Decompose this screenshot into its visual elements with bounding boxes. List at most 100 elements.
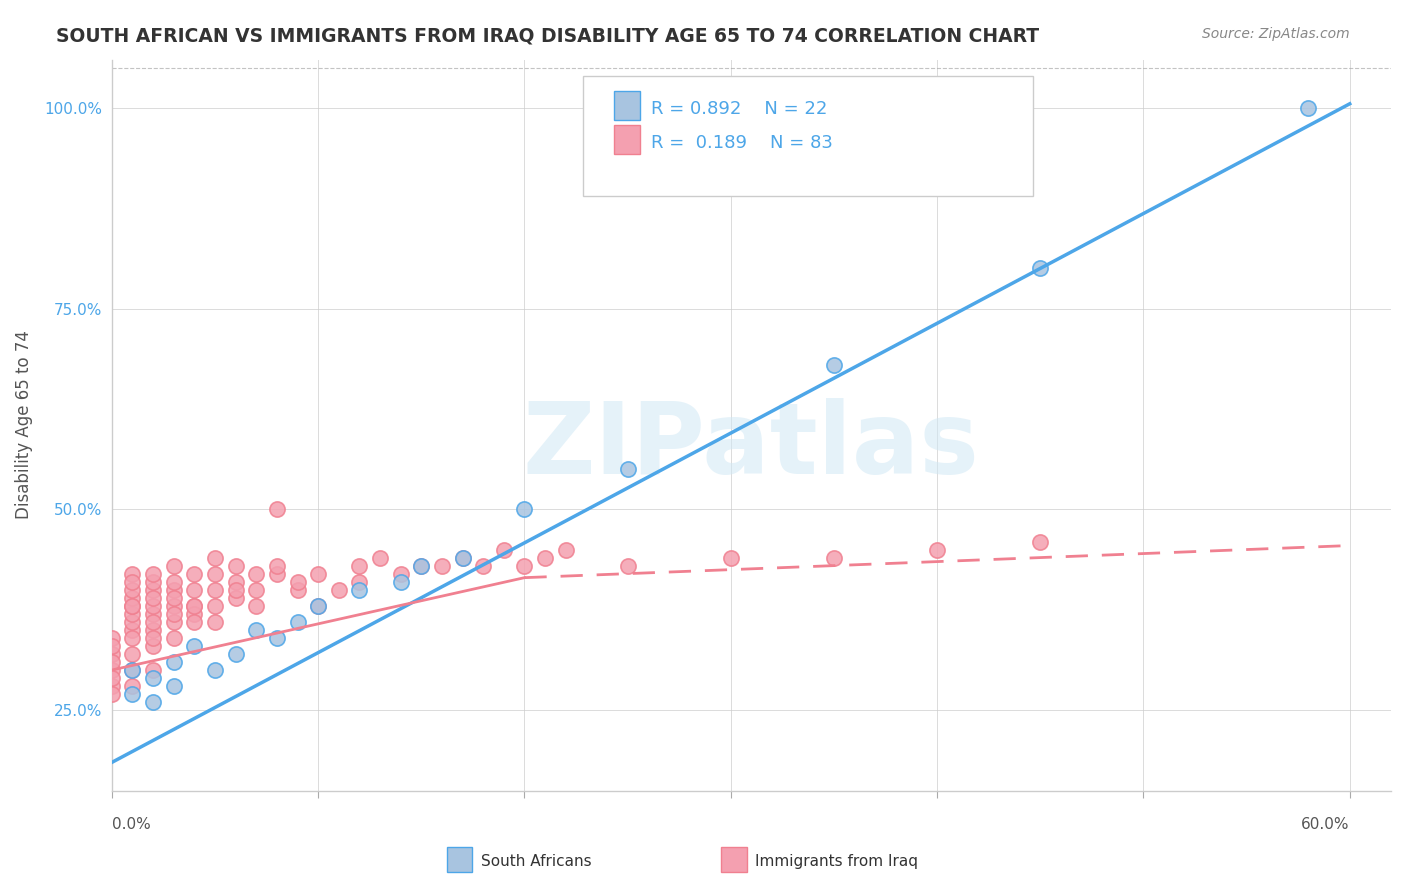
Point xyxy=(121,687,143,701)
Point xyxy=(142,582,165,597)
Point xyxy=(121,623,143,637)
Point xyxy=(204,599,226,613)
Point xyxy=(163,599,186,613)
Point xyxy=(163,631,186,645)
Point xyxy=(451,550,474,565)
Point xyxy=(554,542,576,557)
Y-axis label: Disability Age 65 to 74: Disability Age 65 to 74 xyxy=(15,331,32,519)
Point xyxy=(163,591,186,605)
Point xyxy=(204,582,226,597)
Point xyxy=(183,582,205,597)
Point xyxy=(121,574,143,589)
Point xyxy=(1029,534,1052,549)
Point xyxy=(492,542,515,557)
Point xyxy=(1298,101,1320,115)
Text: SOUTH AFRICAN VS IMMIGRANTS FROM IRAQ DISABILITY AGE 65 TO 74 CORRELATION CHART: SOUTH AFRICAN VS IMMIGRANTS FROM IRAQ DI… xyxy=(56,27,1039,45)
Point xyxy=(101,639,124,653)
Point xyxy=(163,607,186,621)
Point xyxy=(204,663,226,677)
Point xyxy=(101,687,124,701)
Point xyxy=(534,550,557,565)
Text: 0.0%: 0.0% xyxy=(112,817,150,832)
Point xyxy=(121,591,143,605)
Point xyxy=(142,607,165,621)
Point xyxy=(101,631,124,645)
Point xyxy=(225,574,247,589)
Point xyxy=(823,358,845,372)
Point xyxy=(142,631,165,645)
Point xyxy=(183,607,205,621)
Point xyxy=(287,582,309,597)
Point xyxy=(121,631,143,645)
Text: R =  0.189    N = 83: R = 0.189 N = 83 xyxy=(651,134,832,152)
Point xyxy=(472,558,495,573)
Point xyxy=(287,615,309,629)
Point xyxy=(368,550,391,565)
Text: ZIPatlas: ZIPatlas xyxy=(523,399,980,495)
Point xyxy=(142,639,165,653)
Point xyxy=(513,502,536,516)
Text: R = 0.892    N = 22: R = 0.892 N = 22 xyxy=(651,100,827,118)
Text: 60.0%: 60.0% xyxy=(1301,817,1350,832)
Point xyxy=(183,615,205,629)
Text: South Africans: South Africans xyxy=(481,855,592,869)
Point xyxy=(121,599,143,613)
Point xyxy=(121,599,143,613)
Point xyxy=(349,558,371,573)
Point xyxy=(142,566,165,581)
Point xyxy=(101,679,124,693)
Point xyxy=(328,582,350,597)
Point xyxy=(142,591,165,605)
Point xyxy=(245,566,267,581)
Point xyxy=(225,582,247,597)
Point xyxy=(183,566,205,581)
Point xyxy=(307,599,329,613)
Point xyxy=(287,574,309,589)
Point xyxy=(142,574,165,589)
Point xyxy=(121,679,143,693)
Point xyxy=(513,558,536,573)
Point xyxy=(121,663,143,677)
Point xyxy=(720,550,742,565)
Point xyxy=(266,558,288,573)
Point xyxy=(142,599,165,613)
Point xyxy=(266,631,288,645)
Point xyxy=(121,607,143,621)
Point xyxy=(349,582,371,597)
Point xyxy=(245,623,267,637)
Point xyxy=(101,663,124,677)
Point xyxy=(142,615,165,629)
Point xyxy=(204,566,226,581)
Point xyxy=(225,591,247,605)
Point xyxy=(183,639,205,653)
Point xyxy=(266,566,288,581)
Point xyxy=(163,615,186,629)
Point xyxy=(183,599,205,613)
Point xyxy=(121,615,143,629)
Point xyxy=(121,647,143,661)
Point xyxy=(101,671,124,685)
Point xyxy=(451,550,474,565)
Point xyxy=(225,647,247,661)
Point xyxy=(101,655,124,669)
Point xyxy=(142,671,165,685)
Point xyxy=(389,566,412,581)
Point xyxy=(349,574,371,589)
Text: Source: ZipAtlas.com: Source: ZipAtlas.com xyxy=(1202,27,1350,41)
Point xyxy=(616,462,638,476)
Point xyxy=(411,558,433,573)
Point xyxy=(142,623,165,637)
Point xyxy=(245,582,267,597)
Point xyxy=(430,558,453,573)
Point xyxy=(121,582,143,597)
Point xyxy=(616,558,638,573)
Point xyxy=(307,599,329,613)
Point xyxy=(121,566,143,581)
Point xyxy=(204,550,226,565)
Point xyxy=(163,558,186,573)
Point xyxy=(163,574,186,589)
Point xyxy=(411,558,433,573)
Point xyxy=(163,679,186,693)
Point xyxy=(142,695,165,709)
Point xyxy=(927,542,949,557)
